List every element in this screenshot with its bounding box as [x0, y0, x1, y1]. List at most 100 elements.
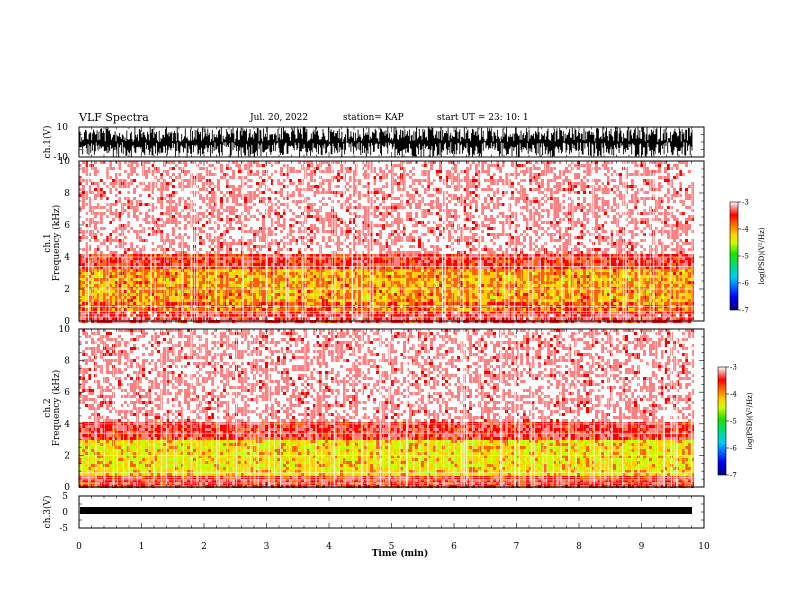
- spectrogram-cell: [148, 245, 151, 248]
- spectrogram-cell: [160, 230, 163, 233]
- spectrogram-cell: [88, 314, 91, 317]
- spectrogram-cell: [232, 263, 235, 266]
- spectrogram-cell: [199, 230, 202, 233]
- spectrogram-cell: [202, 272, 205, 275]
- spectrogram-cell: [130, 281, 133, 284]
- spectrogram-cell: [262, 308, 265, 311]
- spectrogram-cell: [103, 254, 106, 257]
- spectrogram-cell: [298, 170, 301, 173]
- spectrogram-cell: [235, 164, 238, 167]
- spectrogram-cell: [250, 188, 253, 191]
- spectrogram-cell: [112, 311, 115, 314]
- spectrogram-cell: [229, 191, 232, 194]
- spectrogram-cell: [202, 179, 205, 182]
- spectrogram-cell: [139, 209, 142, 212]
- spectrogram-cell: [349, 161, 352, 164]
- spectrogram-cell: [280, 314, 283, 317]
- spectrogram-cell: [226, 299, 229, 302]
- spectrogram-cell: [139, 269, 142, 272]
- spectrogram-cell: [166, 266, 169, 269]
- spectrogram-cell: [337, 281, 340, 284]
- spectrogram-cell: [295, 281, 298, 284]
- spectrogram-cell: [346, 245, 349, 248]
- spectrogram-cell: [223, 275, 226, 278]
- spectrogram-cell: [97, 275, 100, 278]
- spectrogram-cell: [175, 197, 178, 200]
- spectrogram-cell: [133, 293, 136, 296]
- spectrogram-cell: [247, 257, 250, 260]
- spectrogram-cell: [103, 257, 106, 260]
- spectrogram-cell: [286, 254, 289, 257]
- spectrogram-cell: [340, 170, 343, 173]
- spectrogram-cell: [139, 314, 142, 317]
- spectrogram-cell: [100, 290, 103, 293]
- spectrogram-cell: [103, 185, 106, 188]
- spectrogram-cell: [157, 227, 160, 230]
- spectrogram-cell: [106, 212, 109, 215]
- spectrogram-cell: [94, 263, 97, 266]
- spectrogram-cell: [337, 212, 340, 215]
- spectrogram-cell: [82, 179, 85, 182]
- spectrogram-cell: [220, 275, 223, 278]
- spectrogram-cell: [172, 260, 175, 263]
- spectrogram-cell: [268, 191, 271, 194]
- spectrogram-cell: [112, 221, 115, 224]
- spectrogram-cell: [235, 185, 238, 188]
- spectrogram-cell: [226, 269, 229, 272]
- spectrogram-cell: [337, 317, 340, 320]
- spectrogram-cell: [85, 314, 88, 317]
- spectrogram-cell: [256, 212, 259, 215]
- spectrogram-cell: [139, 257, 142, 260]
- spectrogram-cell: [337, 209, 340, 212]
- spectrogram-cell: [307, 311, 310, 314]
- spectrogram-cell: [268, 266, 271, 269]
- spectrogram-cell: [157, 266, 160, 269]
- spectrogram-cell: [118, 248, 121, 251]
- spectrogram-cell: [205, 269, 208, 272]
- spectrogram-cell: [268, 164, 271, 167]
- spectrogram-cell: [115, 212, 118, 215]
- spectrogram-cell: [166, 215, 169, 218]
- spectrogram-cell: [88, 173, 91, 176]
- spectrogram-cell: [178, 278, 181, 281]
- spectrogram-cell: [217, 284, 220, 287]
- spectrogram-cell: [103, 170, 106, 173]
- spectrogram-cell: [268, 275, 271, 278]
- spectrogram-cell: [82, 182, 85, 185]
- spectrogram-cell: [286, 287, 289, 290]
- spectrogram-cell: [232, 308, 235, 311]
- spectrogram-cell: [262, 200, 265, 203]
- spectrogram-cell: [316, 254, 319, 257]
- spectrogram-cell: [349, 188, 352, 191]
- spectrogram-cell: [178, 170, 181, 173]
- spectrogram-cell: [232, 167, 235, 170]
- spectrogram-cell: [310, 206, 313, 209]
- spectrogram-cell: [199, 218, 202, 221]
- spectrogram-cell: [151, 245, 154, 248]
- spectrogram-cell: [235, 242, 238, 245]
- spectrogram-cell: [220, 215, 223, 218]
- spectrogram-cell: [160, 302, 163, 305]
- spectrogram-cell: [316, 308, 319, 311]
- spectrogram-cell: [166, 278, 169, 281]
- spectrogram-cell: [271, 239, 274, 242]
- spectrogram-cell: [328, 245, 331, 248]
- spectrogram-cell: [112, 302, 115, 305]
- spectrogram-cell: [202, 185, 205, 188]
- spectrogram-cell: [211, 275, 214, 278]
- spectrogram-cell: [151, 200, 154, 203]
- spectrogram-cell: [187, 308, 190, 311]
- spectrogram-cell: [235, 317, 238, 320]
- spectrogram-cell: [166, 272, 169, 275]
- spectrogram-cell: [253, 257, 256, 260]
- spectrogram-cell: [217, 302, 220, 305]
- spectrogram-cell: [307, 203, 310, 206]
- spectrogram-cell: [202, 209, 205, 212]
- spectrogram-cell: [271, 215, 274, 218]
- spectrogram-cell: [319, 260, 322, 263]
- spectrogram-cell: [220, 254, 223, 257]
- spectrogram-cell: [118, 275, 121, 278]
- spectrogram-cell: [298, 185, 301, 188]
- spectrogram-cell: [115, 281, 118, 284]
- spectrogram-cell: [313, 206, 316, 209]
